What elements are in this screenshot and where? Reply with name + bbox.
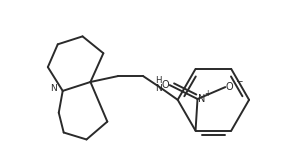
Text: N: N	[156, 84, 162, 93]
Text: O: O	[225, 82, 233, 92]
Text: +: +	[204, 88, 211, 97]
Text: O: O	[162, 80, 170, 90]
Text: N: N	[198, 94, 205, 104]
Text: −: −	[235, 77, 243, 86]
Text: H: H	[156, 76, 162, 85]
Text: N: N	[51, 84, 57, 93]
